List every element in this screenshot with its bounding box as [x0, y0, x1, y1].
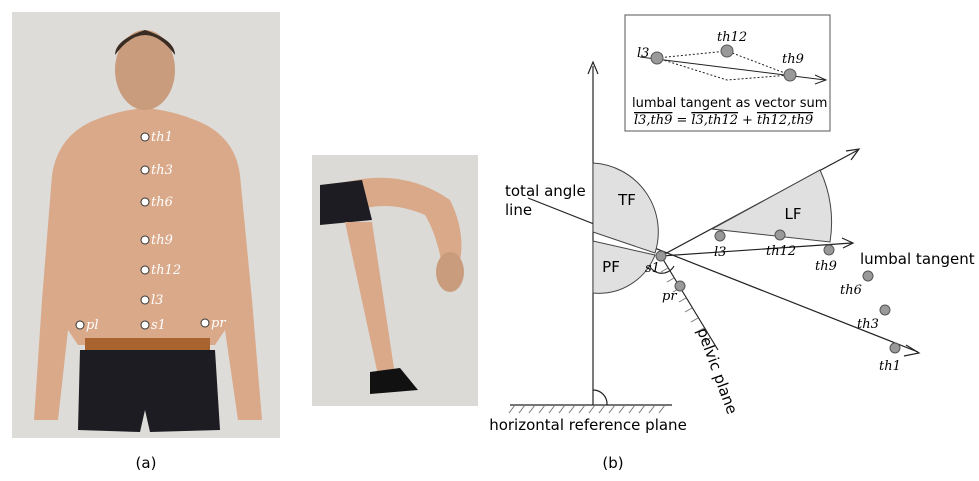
equation-part: l3,th12	[691, 113, 738, 128]
inset-point-label: th9	[782, 52, 804, 67]
point-label: th9	[815, 259, 837, 274]
skin-marker	[141, 166, 149, 174]
equation-part: th12,th9	[757, 113, 813, 128]
marker-point	[784, 69, 796, 81]
belt	[85, 338, 210, 352]
marker-label: th6	[151, 195, 173, 210]
point-label: s1	[645, 261, 660, 276]
angle-label: PF	[602, 258, 620, 276]
marker-label: s1	[151, 318, 166, 333]
skin-marker	[141, 236, 149, 244]
skin-marker	[141, 321, 149, 329]
marker-point	[715, 231, 725, 241]
point-label: th6	[840, 283, 862, 298]
inset-caption: lumbal tangent as vector sum	[632, 96, 827, 111]
marker-point	[880, 305, 890, 315]
marker-label: l3	[151, 293, 163, 308]
marker-point	[890, 343, 900, 353]
point-label: th1	[879, 359, 901, 374]
marker-point	[721, 45, 733, 57]
skin-marker	[141, 133, 149, 141]
skin-marker	[141, 198, 149, 206]
equation-part: l3,th9	[634, 113, 672, 128]
angle-label: TF	[617, 191, 636, 209]
marker-point	[656, 251, 666, 261]
skin-marker	[141, 266, 149, 274]
reference-plane-label: horizontal reference plane	[489, 416, 687, 434]
marker-label: th1	[151, 130, 173, 145]
marker-label: th9	[151, 233, 173, 248]
figure: (a) TF PF LF total angle line lumbal tan…	[0, 0, 979, 477]
marker-label: pr	[211, 316, 226, 331]
skin-marker	[201, 319, 209, 327]
pelvic-plane-label: pelvic plane	[693, 325, 741, 416]
total-angle-line-label: line	[505, 201, 532, 219]
point-label: pr	[662, 289, 677, 304]
skin-marker	[76, 321, 84, 329]
marker-point	[651, 52, 663, 64]
point-label: l3	[714, 245, 726, 260]
point-label: th3	[857, 317, 879, 332]
equation-part: +	[742, 113, 753, 128]
total-angle-line-label: total angle	[505, 182, 586, 200]
inset-point-label: l3	[637, 46, 649, 61]
skin-marker	[141, 296, 149, 304]
head	[436, 252, 464, 292]
panel-label: (b)	[602, 454, 623, 472]
panel-label: (a)	[136, 454, 157, 472]
marker-point	[775, 230, 785, 240]
marker-label: pl	[86, 318, 98, 333]
marker-point	[824, 245, 834, 255]
lumbal-tangent-label: lumbal tangent	[860, 250, 975, 268]
inset-equation: l3,th9 = l3,th12 + th12,th9	[634, 113, 813, 128]
marker-label: th12	[151, 263, 181, 278]
equation-part: =	[676, 113, 687, 128]
marker-point	[863, 271, 873, 281]
point-label: th12	[766, 244, 796, 259]
shorts	[78, 350, 220, 432]
inset-point-label: th12	[717, 30, 747, 45]
marker-label: th3	[151, 163, 173, 178]
angle-label: LF	[785, 205, 802, 223]
